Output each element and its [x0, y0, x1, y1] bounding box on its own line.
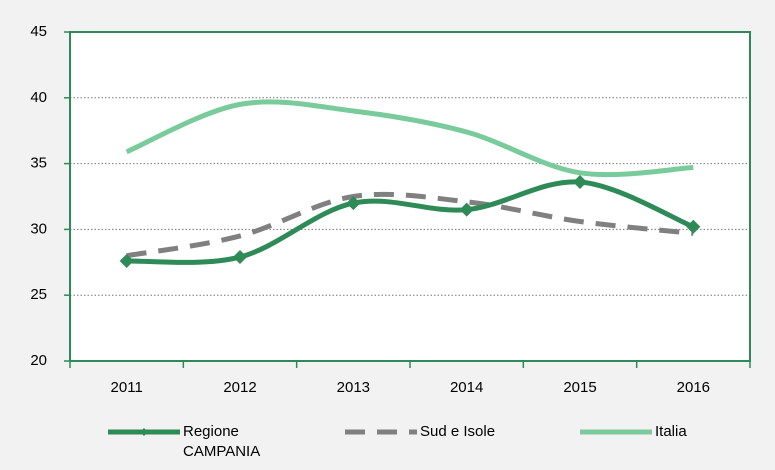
- y-tick-label: 30: [30, 220, 47, 237]
- legend-label: Italia: [655, 423, 687, 440]
- y-tick-label: 25: [30, 286, 47, 303]
- legend-marker: [140, 428, 148, 436]
- x-tick-label: 2013: [337, 379, 370, 396]
- legend-label: Regione CAMPANIA: [183, 423, 261, 460]
- legend-label: Sud e Isole: [420, 423, 496, 440]
- point-marker: [573, 175, 587, 190]
- y-tick-label: 45: [30, 23, 47, 40]
- point-marker: [686, 219, 701, 234]
- series-line: [125, 99, 694, 178]
- point-marker: [346, 196, 361, 211]
- point-marker: [233, 250, 247, 265]
- x-tick-label: 2012: [223, 379, 256, 396]
- x-tick-label: 2014: [450, 379, 483, 396]
- series-line: [126, 179, 695, 265]
- x-tick-label: 2015: [563, 379, 596, 396]
- x-tick-label: 2011: [111, 379, 143, 396]
- point-marker: [119, 253, 134, 268]
- series-line: [126, 191, 694, 259]
- y-tick-label: 40: [30, 89, 47, 106]
- y-tick-label: 20: [30, 352, 47, 369]
- x-tick-label: 2016: [677, 379, 710, 396]
- point-marker: [459, 202, 474, 217]
- y-tick-label: 35: [30, 155, 47, 172]
